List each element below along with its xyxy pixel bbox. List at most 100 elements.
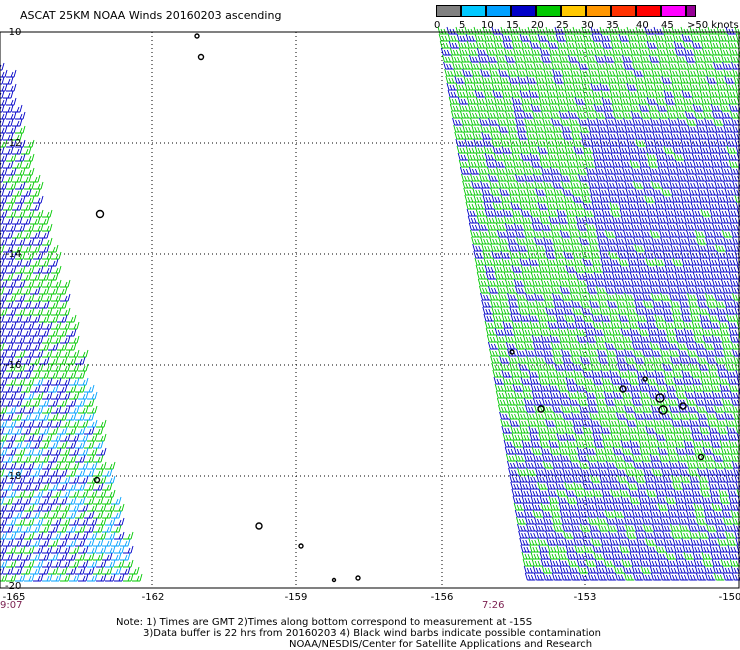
wind-barb [612,558,624,567]
wind-barb [24,377,35,386]
wind-barb [707,250,718,259]
wind-barb [39,286,50,295]
wind-barb [634,467,645,476]
wind-barb [686,61,697,70]
wind-barb [611,215,623,224]
wind-barb [544,467,555,476]
wind-barb [12,510,23,519]
wind-barb [532,54,543,63]
wind-barb [693,446,705,455]
wind-barb [547,544,558,553]
wind-barb [721,341,733,350]
wind-barb [505,54,516,63]
wind-barb [735,537,740,546]
wind-barb [613,110,624,119]
wind-barb [688,243,699,252]
wind-barb [572,306,583,315]
wind-barb [663,89,675,98]
wind-barb [631,565,643,574]
wind-barb [87,461,98,470]
wind-barb [555,537,566,546]
wind-barb [485,271,497,280]
wind-barb [663,369,674,378]
wind-barb [512,327,524,336]
wind-barb [546,89,558,98]
wind-barb [557,383,569,392]
wind-barb [678,292,689,301]
wind-barb [615,292,626,301]
wind-barb [587,117,598,126]
wind-barb [642,292,653,301]
wind-barb [51,321,62,330]
wind-barb [24,223,35,232]
wind-barb [471,68,482,77]
wind-barb [486,166,498,175]
wind-barb [6,125,17,134]
wind-barb [627,33,639,42]
wind-barb [24,321,35,330]
wind-barb [15,433,26,442]
wind-barb [527,362,538,371]
wind-barb [657,222,669,231]
wind-barb [512,495,524,504]
wind-barb [730,341,740,350]
wind-barb [631,397,643,406]
wind-barb [578,229,589,238]
wind-barb [651,236,662,245]
wind-barb [620,551,631,560]
wind-barb [720,222,732,231]
wind-barb [102,468,113,477]
wind-barb [736,488,740,497]
wind-barb [12,398,23,407]
wind-barb [508,411,519,420]
wind-barb [654,481,665,490]
wind-barb [21,482,32,491]
wind-barb [498,404,509,413]
wind-barb [612,390,624,399]
wind-barb [595,110,606,119]
wind-barb [665,439,677,448]
wind-barb [536,362,547,371]
wind-barb [734,306,740,315]
wind-barb [0,482,5,491]
wind-barb [615,404,626,413]
wind-barb [716,306,727,315]
wind-barb [3,188,14,197]
wind-barb [560,572,572,581]
wind-barb [617,362,628,371]
wind-barb [30,356,41,365]
wind-barb [727,320,739,329]
wind-barb [538,208,550,217]
wind-barb [526,355,537,364]
wind-barb [642,404,653,413]
wind-barb [634,299,645,308]
wind-barb [694,110,705,119]
wind-barb [570,180,581,189]
wind-barb [452,117,463,126]
wind-barb [702,334,714,343]
wind-barb [12,216,23,225]
wind-barb [0,398,5,407]
wind-barb [499,411,510,420]
wind-barb [586,453,598,462]
wind-barb [42,545,53,554]
wind-barb [529,432,540,441]
wind-barb [500,138,511,147]
wind-barb [500,362,511,371]
wind-barb [601,320,613,329]
wind-barb [670,299,681,308]
wind-barb [734,138,740,147]
wind-barb [588,236,599,245]
wind-barb [653,138,664,147]
wind-barb [645,33,657,42]
wind-barb [659,117,670,126]
wind-barb [695,229,706,238]
wind-barb [692,215,704,224]
wind-barb [507,348,518,357]
wind-barb [734,474,740,483]
wind-barb [33,335,44,344]
wind-barb [102,510,113,519]
wind-barb [604,397,616,406]
wind-barb [698,362,709,371]
wind-barb [703,565,715,574]
